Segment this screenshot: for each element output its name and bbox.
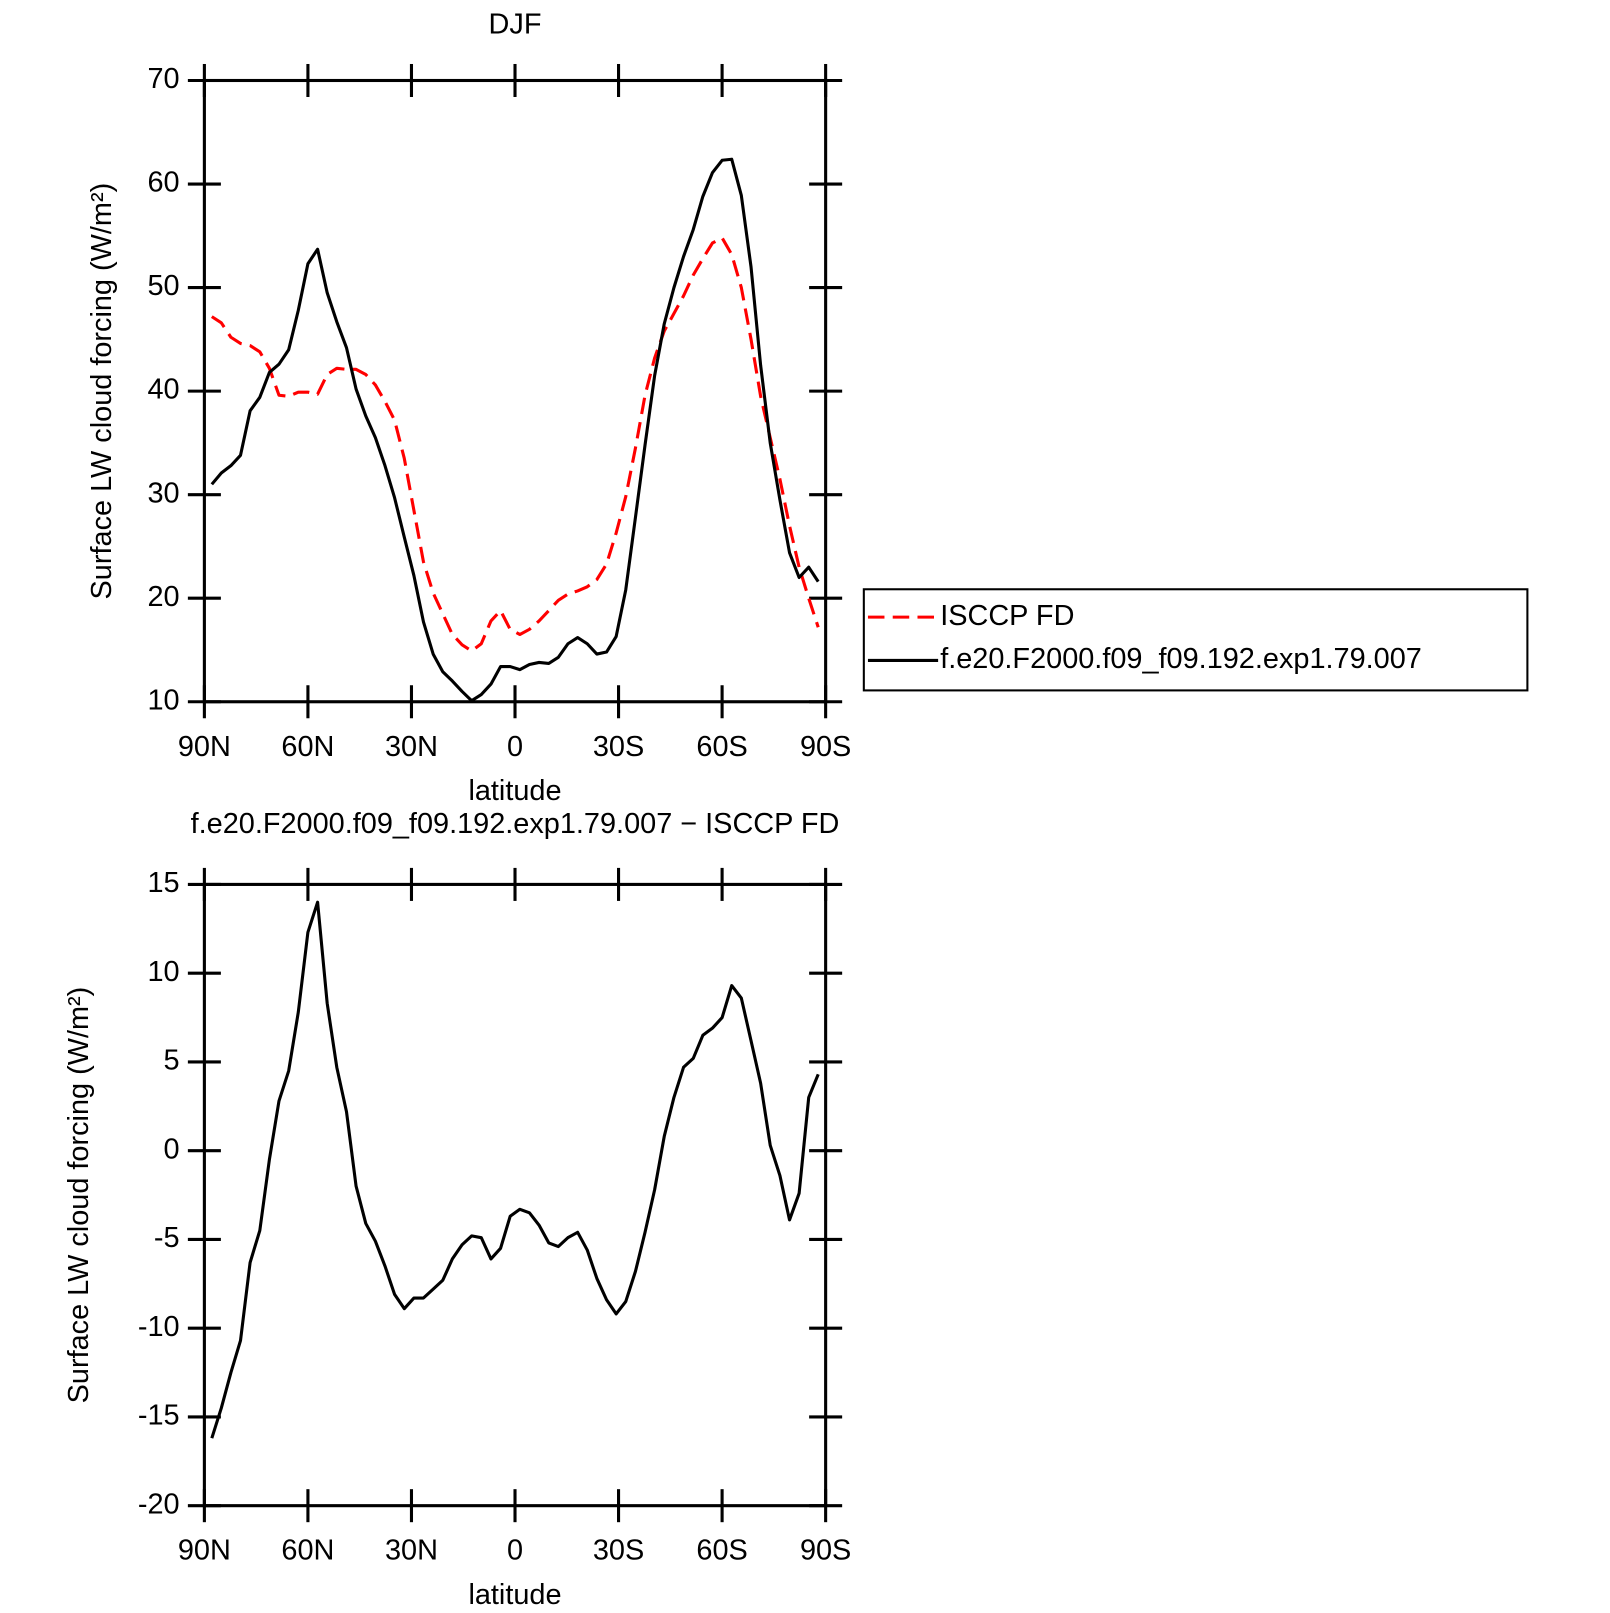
x-tick-label: 60N — [281, 1535, 334, 1567]
x-tick-label: 30S — [593, 731, 644, 763]
x-tick-label: 30N — [385, 731, 438, 763]
y-tick-label: 20 — [147, 581, 179, 613]
x-tick-label: 30S — [593, 1535, 644, 1567]
y-tick-label: 10 — [147, 684, 179, 716]
x-tick-label: 0 — [507, 1535, 523, 1567]
chart-title: DJF — [489, 8, 542, 40]
y-tick-label: 60 — [147, 167, 179, 199]
x-tick-label: 30N — [385, 1535, 438, 1567]
data-line — [210, 157, 820, 703]
y-tick-label: -20 — [138, 1488, 180, 1520]
x-tick-label: 90S — [800, 731, 851, 763]
y-axis-label: Surface LW cloud forcing (W/m²) — [63, 987, 95, 1404]
y-tick-label: -5 — [154, 1222, 180, 1254]
y-tick-label: 10 — [147, 956, 179, 988]
y-tick-label: -10 — [138, 1311, 180, 1343]
y-tick-label: 15 — [147, 867, 179, 899]
y-tick-label: 5 — [164, 1045, 180, 1077]
x-tick-label: 0 — [507, 731, 523, 763]
y-tick-label: 30 — [147, 477, 179, 509]
x-axis-label: latitude — [468, 1579, 561, 1611]
y-tick-label: 0 — [164, 1133, 180, 1165]
y-axis-label: Surface LW cloud forcing (W/m²) — [86, 183, 118, 600]
x-tick-label: 90N — [178, 731, 231, 763]
plot-frame — [202, 882, 828, 1508]
legend-box — [862, 588, 1529, 692]
y-tick-label: 70 — [147, 63, 179, 95]
legend-label: ISCCP FD — [940, 600, 1074, 632]
x-axis-label: latitude — [468, 775, 561, 807]
x-tick-label: 90N — [178, 1535, 231, 1567]
x-tick-label: 60S — [696, 731, 747, 763]
x-tick-label: 60S — [696, 1535, 747, 1567]
legend-label: f.e20.F2000.f09_f09.192.exp1.79.007 — [940, 643, 1422, 675]
data-line — [210, 900, 820, 1439]
x-tick-label: 60N — [281, 731, 334, 763]
data-line — [210, 236, 820, 653]
chart-title: f.e20.F2000.f09_f09.192.exp1.79.007 − IS… — [191, 808, 840, 840]
y-tick-label: 50 — [147, 270, 179, 302]
y-tick-label: -15 — [138, 1400, 180, 1432]
x-tick-label: 90S — [800, 1535, 851, 1567]
y-tick-label: 40 — [147, 374, 179, 406]
